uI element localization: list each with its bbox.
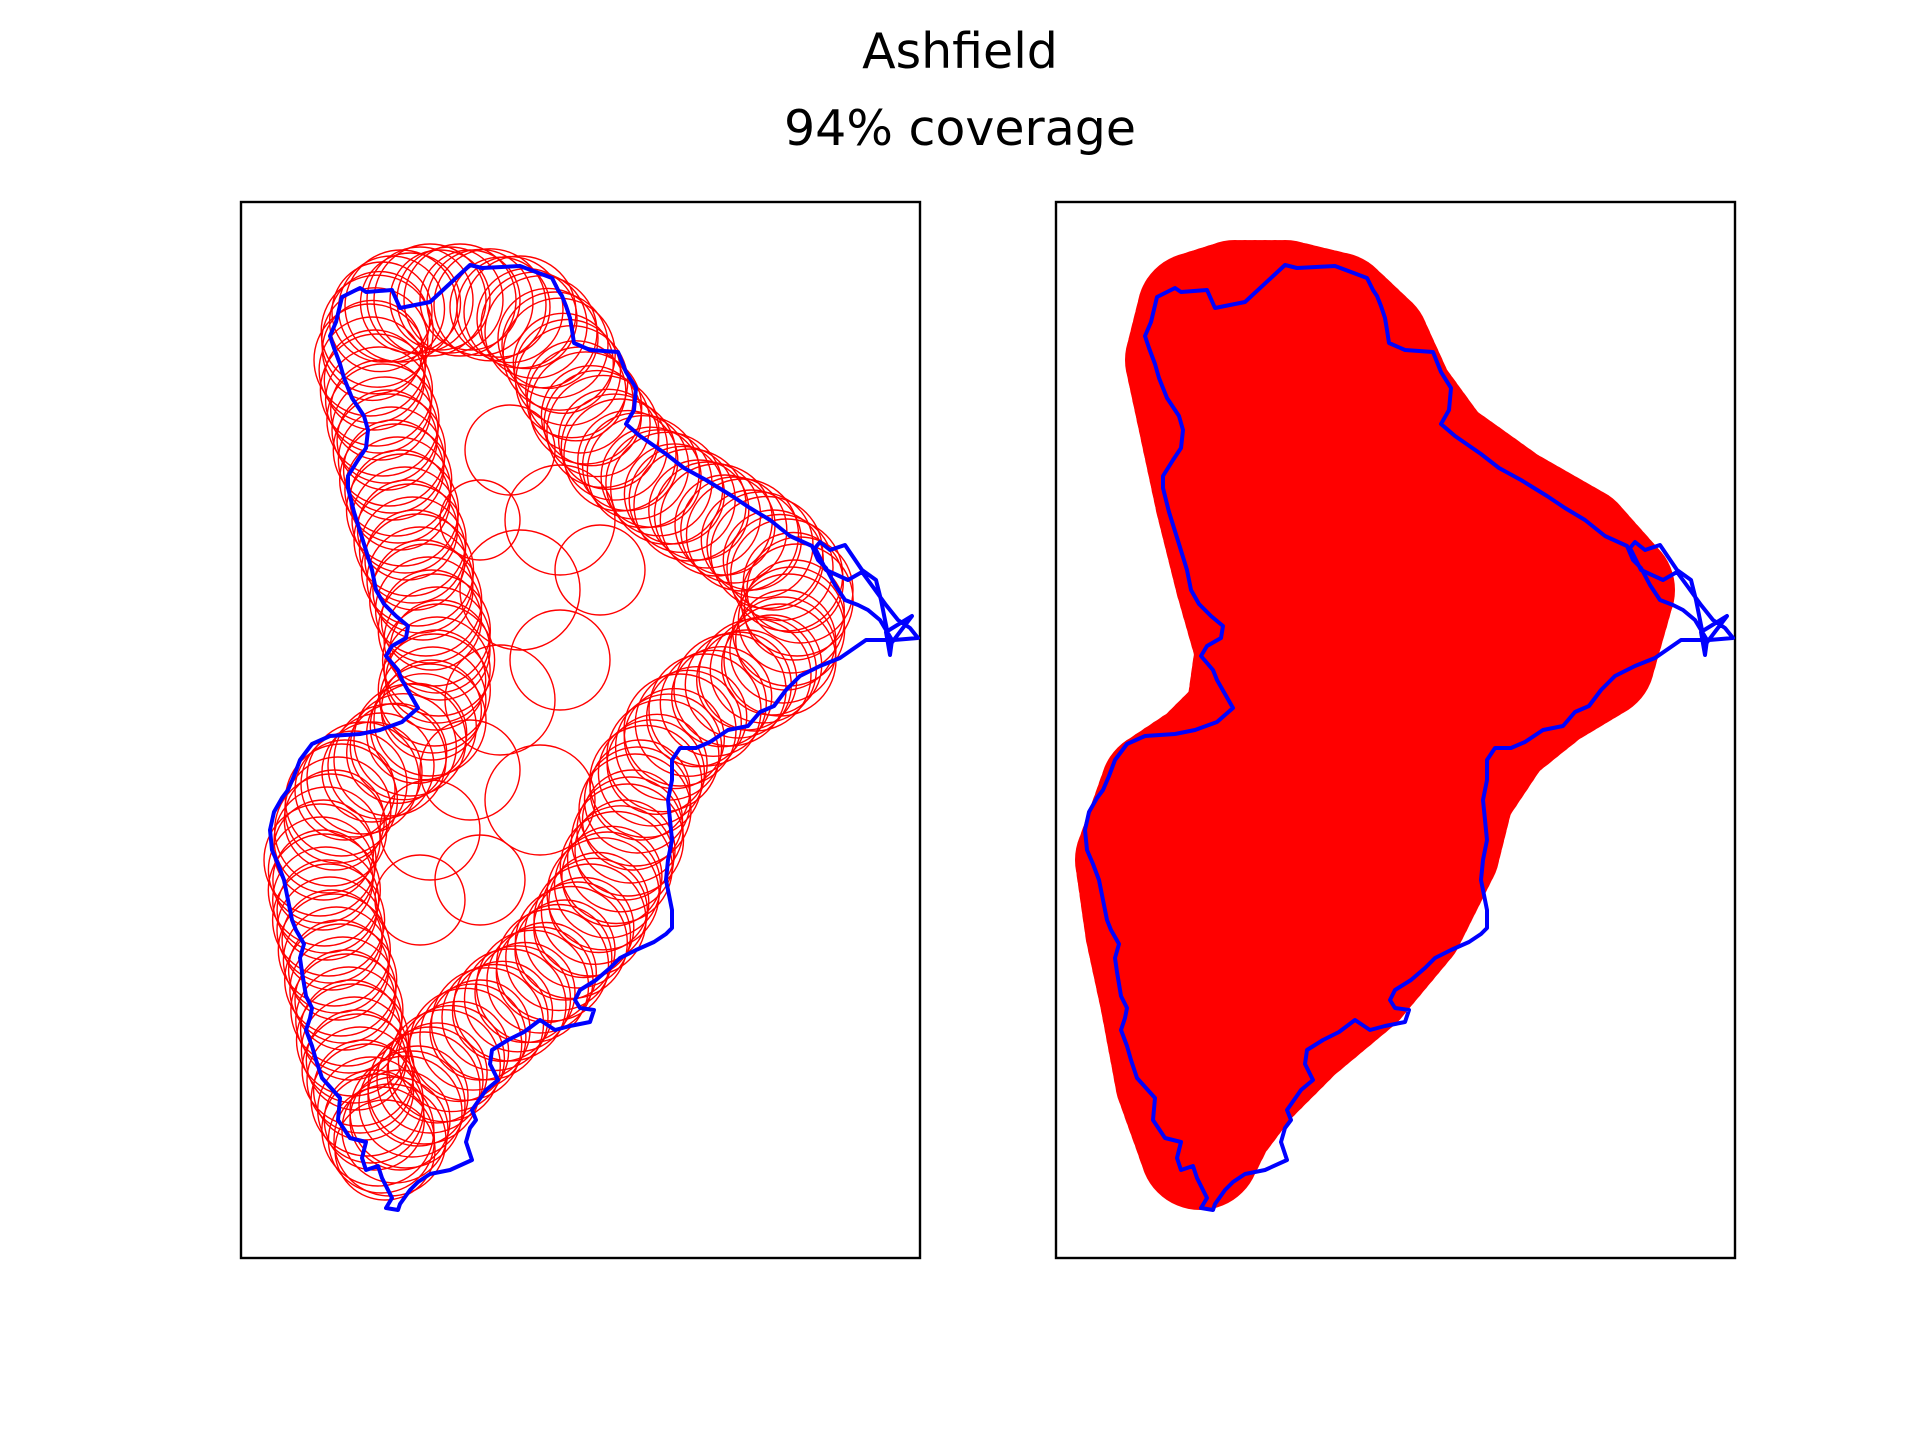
coverage-circle bbox=[358, 1050, 466, 1158]
coverage-circle bbox=[301, 1013, 415, 1127]
coverage-circle bbox=[563, 398, 677, 512]
coverage-circle bbox=[502, 297, 616, 411]
coverage-circle bbox=[451, 960, 554, 1062]
coverage-circle bbox=[623, 687, 725, 790]
right-map-panel bbox=[1054, 200, 1737, 1260]
coverage-circle bbox=[566, 805, 675, 913]
coverage-circle bbox=[659, 649, 767, 757]
coverage-circle bbox=[513, 318, 622, 427]
coverage-circle bbox=[434, 834, 526, 926]
coverage-circle bbox=[397, 1004, 506, 1113]
coverage-circle bbox=[597, 719, 706, 827]
coverage-circle bbox=[623, 443, 726, 545]
coverage-circle bbox=[276, 876, 384, 984]
coverage-circle bbox=[379, 646, 487, 754]
coverage-core-fill bbox=[1135, 290, 1635, 1130]
coverage-circle bbox=[267, 833, 381, 947]
coverage-circle bbox=[386, 1022, 488, 1124]
coverage-circle bbox=[743, 559, 845, 661]
coverage-circle bbox=[505, 903, 613, 1012]
coverage-circle bbox=[374, 854, 466, 946]
coverage-circle bbox=[578, 753, 692, 867]
coverage-circle bbox=[319, 333, 434, 447]
coverage-circle bbox=[504, 464, 616, 576]
coverage-circle bbox=[373, 663, 487, 777]
coverage-circle bbox=[589, 724, 703, 839]
coverage-circle bbox=[514, 899, 616, 1001]
coverage-circle bbox=[377, 633, 491, 747]
coverage-circle bbox=[328, 270, 431, 373]
coverage-circle bbox=[529, 351, 643, 465]
coverage-circle bbox=[332, 393, 446, 507]
coverage-circle bbox=[606, 713, 708, 815]
coverage-circle bbox=[546, 374, 660, 489]
coverage-circle bbox=[339, 423, 453, 537]
coverage-circle bbox=[379, 779, 481, 881]
coverage-circle bbox=[345, 453, 460, 567]
left-map-panel bbox=[239, 200, 922, 1260]
coverage-circle bbox=[444, 644, 556, 756]
coverage-circle bbox=[540, 857, 649, 965]
coverage-circle bbox=[729, 596, 837, 704]
coverage-subtitle: 94% coverage bbox=[784, 100, 1136, 157]
coverage-circle bbox=[380, 569, 483, 671]
coverage-circle bbox=[497, 287, 599, 390]
coverage-circle bbox=[726, 513, 834, 622]
coverage-circle bbox=[306, 721, 420, 835]
coverage-filled-area bbox=[1075, 240, 1675, 1210]
coverage-circle bbox=[294, 739, 396, 841]
coverage-circle bbox=[433, 248, 547, 362]
coverage-circle bbox=[419, 983, 527, 1091]
coverage-circle bbox=[559, 810, 673, 925]
coverage-circles-outline bbox=[263, 243, 854, 1201]
coverage-circle bbox=[277, 893, 391, 1007]
coverage-circle bbox=[722, 509, 824, 611]
coverage-circle bbox=[484, 744, 596, 856]
coverage-circle bbox=[464, 404, 556, 496]
coverage-circle bbox=[553, 831, 662, 939]
coverage-circle bbox=[300, 730, 408, 838]
coverage-circle bbox=[290, 953, 404, 1067]
coverage-circle bbox=[685, 478, 800, 592]
coverage-circle bbox=[387, 1008, 501, 1123]
coverage-circle bbox=[295, 983, 410, 1097]
coverage-circle bbox=[284, 923, 398, 1037]
coverage-circle bbox=[648, 459, 750, 561]
coverage-circle bbox=[326, 363, 440, 477]
coverage-circle bbox=[557, 388, 660, 490]
coverage-circle bbox=[543, 369, 651, 478]
coverage-circle bbox=[459, 529, 581, 651]
coverage-circle bbox=[501, 291, 609, 399]
coverage-circle bbox=[560, 393, 668, 501]
coverage-circle bbox=[271, 863, 386, 977]
coverage-circle bbox=[349, 693, 457, 801]
coverage-circle bbox=[561, 825, 663, 927]
coverage-circle bbox=[646, 666, 748, 768]
coverage-circle bbox=[698, 618, 812, 732]
coverage-circle bbox=[321, 721, 423, 823]
coverage-circle bbox=[367, 1045, 469, 1147]
coverage-circle bbox=[320, 274, 434, 388]
coverage-circle bbox=[419, 719, 521, 821]
coverage-circle bbox=[372, 539, 474, 641]
coverage-circle bbox=[272, 846, 380, 954]
coverage-circle bbox=[509, 609, 611, 711]
coverage-circle bbox=[439, 479, 521, 561]
coverage-circle bbox=[267, 816, 376, 924]
coverage-circle bbox=[523, 881, 632, 989]
figure-title: Ashfield bbox=[862, 23, 1058, 80]
coverage-circle bbox=[389, 249, 491, 351]
coverage-circle bbox=[554, 524, 646, 616]
coverage-circle bbox=[525, 340, 627, 442]
coverage-circle bbox=[606, 699, 720, 813]
coverage-circle bbox=[512, 312, 614, 414]
coverage-circle bbox=[680, 476, 788, 584]
coverage-circle bbox=[463, 945, 572, 1053]
left-panel-frame bbox=[239, 200, 922, 1260]
